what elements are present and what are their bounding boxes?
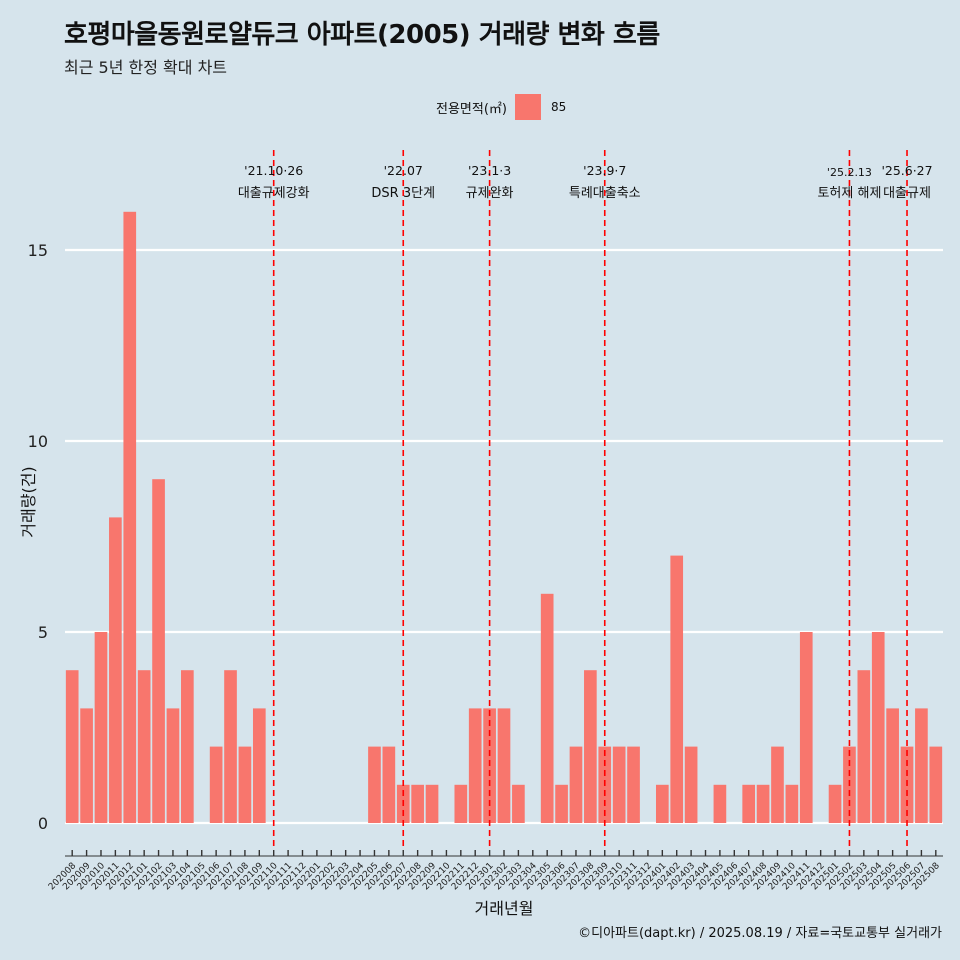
x-axis-title: 거래년월 [475, 899, 534, 918]
event-label: 대출규제강화 [238, 186, 310, 201]
bar [368, 746, 381, 823]
event-label: 토허제 해제 [817, 186, 881, 201]
bar [569, 746, 583, 823]
bar [828, 784, 842, 823]
bar [252, 708, 266, 823]
bar [137, 670, 151, 823]
legend-swatch [514, 94, 541, 120]
chart-title: 호평마을동원로얄듀크 아파트(2005) 거래량 변화 흐름 [64, 20, 660, 50]
event-date-label: '25.6·27 [881, 163, 932, 178]
bar [627, 746, 640, 823]
bar [224, 670, 237, 823]
bar [612, 746, 626, 823]
source-caption: ©디아파트(dapt.kr) / 2025.08.19 / 자료=국토교통부 실… [578, 926, 942, 941]
bar [425, 784, 439, 823]
bar [771, 746, 784, 823]
bar [454, 784, 468, 823]
bar [382, 746, 396, 823]
y-tick-label: 0 [38, 814, 48, 833]
bar [209, 746, 223, 823]
event-date-label: '23.9·7 [583, 163, 626, 178]
bar [584, 670, 597, 823]
bar [655, 784, 669, 823]
y-axis-title: 거래량(건) [19, 466, 38, 537]
event-date-label: '25.2.13 [827, 166, 872, 179]
event-label: 대출규제 [883, 186, 931, 201]
bar [238, 746, 252, 823]
bar [540, 593, 554, 823]
bar [555, 784, 568, 823]
bar [411, 784, 424, 823]
bar [152, 479, 165, 823]
bar [65, 670, 79, 823]
bar [80, 708, 93, 823]
bar [166, 708, 180, 823]
bar [713, 784, 727, 823]
bar [799, 632, 813, 823]
event-date-label: '21.10·26 [244, 163, 303, 178]
chart-subtitle: 최근 5년 한정 확대 차트 [64, 58, 228, 77]
bar [670, 555, 684, 823]
legend-title: 전용면적(㎡) [436, 101, 507, 117]
bar [123, 211, 137, 824]
bar [785, 784, 799, 823]
legend: 전용면적(㎡) 85 [436, 93, 566, 121]
y-tick-label: 5 [38, 623, 48, 642]
bar [929, 746, 943, 823]
event-date-label: '22.07 [384, 163, 423, 178]
bar [857, 670, 871, 823]
bar [915, 708, 928, 823]
event-label: DSR 3단계 [371, 186, 435, 201]
bar [497, 708, 511, 823]
bar [181, 670, 194, 823]
event-label: 특례대출축소 [569, 186, 641, 201]
bar [468, 708, 482, 823]
y-tick-label: 10 [28, 432, 48, 451]
bar [109, 517, 122, 823]
bar [871, 632, 885, 823]
event-label: 규제완화 [466, 186, 514, 201]
y-tick-label: 15 [28, 241, 48, 260]
legend-item-85: 85 [550, 100, 567, 114]
bar [886, 708, 899, 823]
bar [94, 632, 108, 823]
bar [742, 784, 756, 823]
bar [756, 784, 770, 823]
bar [684, 746, 698, 823]
bar [512, 784, 525, 823]
event-date-label: '23.1·3 [468, 163, 511, 178]
